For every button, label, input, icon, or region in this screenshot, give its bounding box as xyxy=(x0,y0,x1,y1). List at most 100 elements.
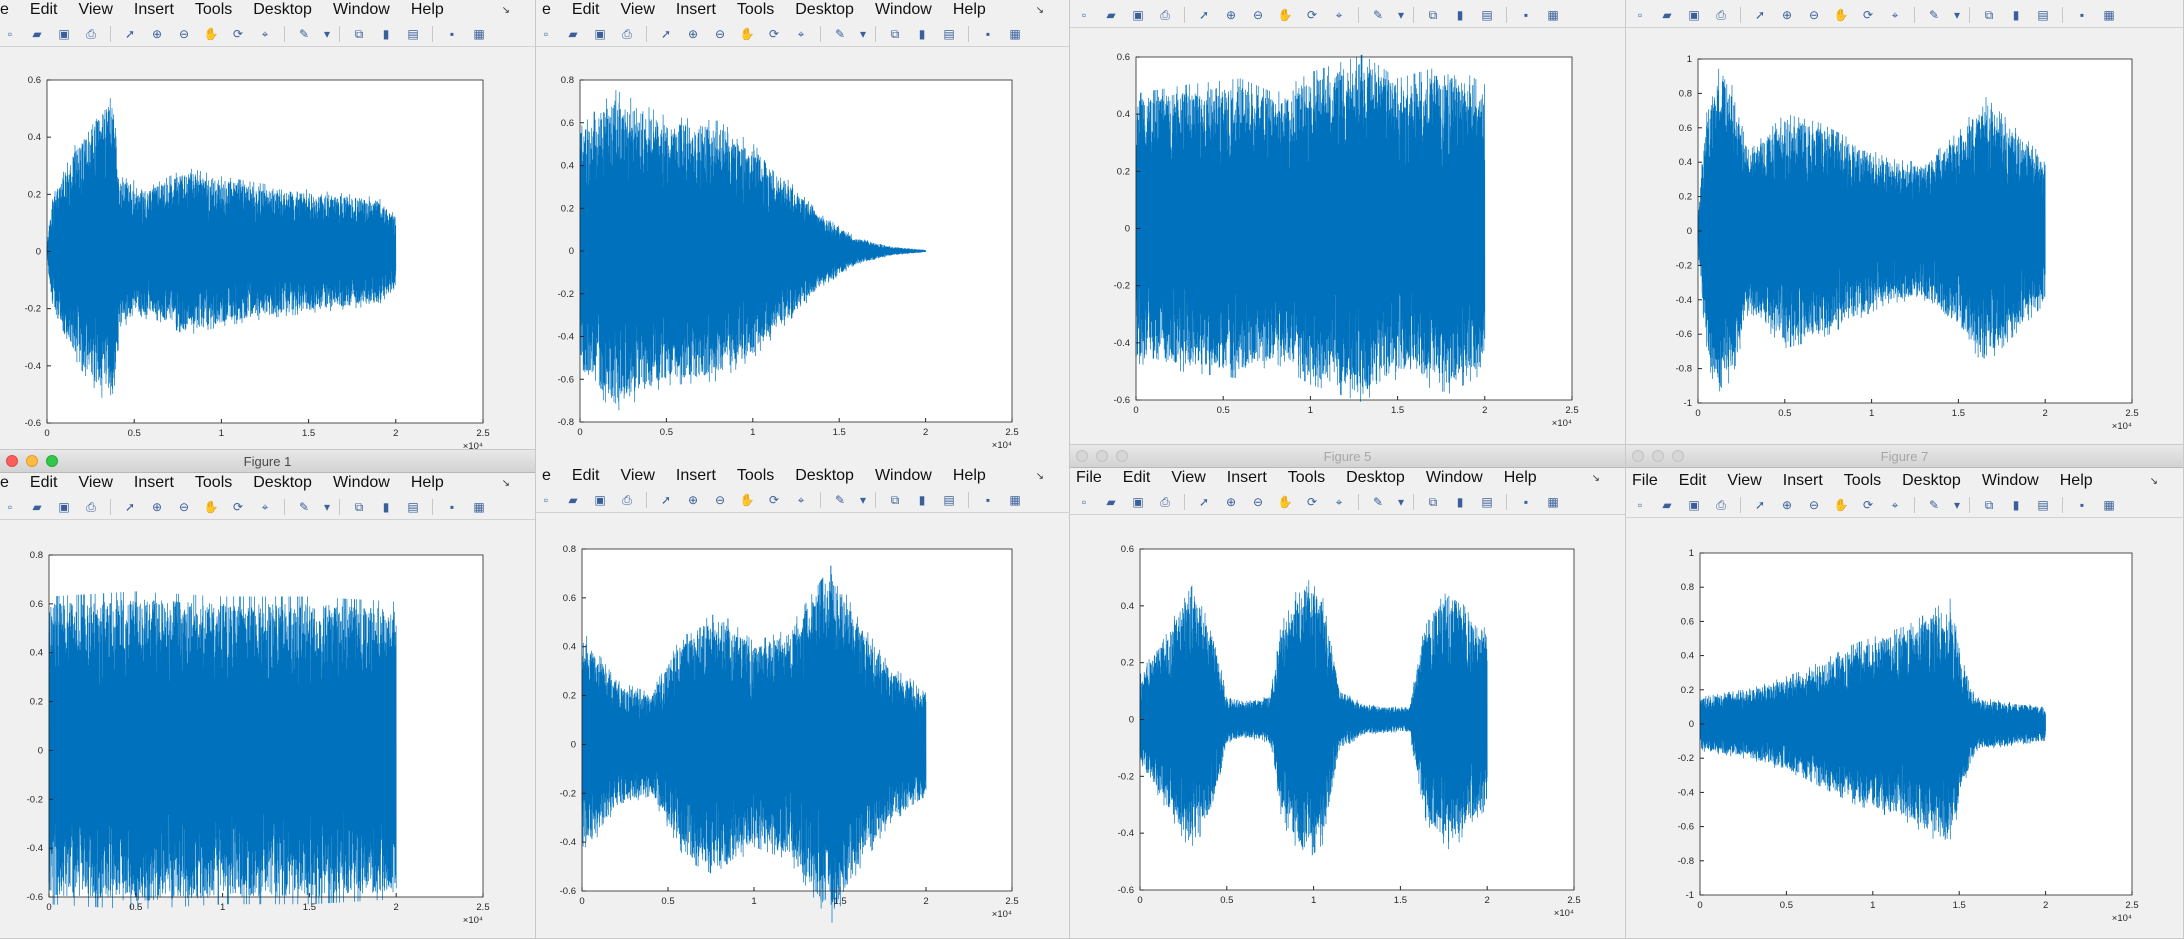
menu-insert[interactable]: Insert xyxy=(133,1,174,18)
link-plot-icon[interactable]: ⧉ xyxy=(354,499,364,514)
link-plot-icon[interactable]: ⧉ xyxy=(1984,7,1994,22)
rotate-icon[interactable]: ⟳ xyxy=(232,500,244,514)
menu-desktop[interactable]: Desktop xyxy=(253,1,312,18)
hide-plot-tools-icon[interactable]: ▪ xyxy=(1523,8,1529,22)
brush-dropdown-icon[interactable]: ▾ xyxy=(1397,495,1405,509)
print-icon[interactable]: ⎙ xyxy=(1716,7,1726,22)
figure-window-1[interactable]: e Edit View Insert Tools Desktop Window Help ↘ ▫ ▰… xyxy=(0,0,536,450)
zoom-out-icon[interactable]: ⊖ xyxy=(714,27,726,41)
rotate-icon[interactable]: ⟳ xyxy=(1862,8,1874,22)
rotate-icon[interactable]: ⟳ xyxy=(1862,498,1874,512)
menu-edit[interactable]: Edit xyxy=(1678,472,1707,489)
dock-arrow-icon[interactable]: ↘ xyxy=(2149,475,2158,487)
menu-tools[interactable]: Tools xyxy=(736,1,775,18)
figure-window-2[interactable]: e Edit View Insert Tools Desktop Window Help ↘ ▫ ▰… xyxy=(536,0,1070,470)
save-icon[interactable]: ▣ xyxy=(58,500,70,514)
menu-file[interactable]: File xyxy=(1076,469,1102,486)
show-plot-tools-icon[interactable]: ▦ xyxy=(2103,8,2115,22)
rotate-icon[interactable]: ⟳ xyxy=(768,493,780,507)
link-plot-icon[interactable]: ⧉ xyxy=(1428,494,1438,509)
save-icon[interactable]: ▣ xyxy=(594,493,606,507)
print-icon[interactable]: ⎙ xyxy=(1160,7,1170,22)
menu-file[interactable]: e xyxy=(542,1,551,18)
legend-icon[interactable]: ▤ xyxy=(1481,495,1493,509)
print-icon[interactable]: ⎙ xyxy=(622,26,632,41)
pan-icon[interactable]: ✋ xyxy=(1277,495,1293,509)
menu-help[interactable]: Help xyxy=(410,1,444,18)
menu-insert[interactable]: Insert xyxy=(675,1,716,18)
menu-desktop[interactable]: Desktop xyxy=(1346,469,1405,486)
zoom-out-icon[interactable]: ⊖ xyxy=(1252,495,1264,509)
menu-tools[interactable]: Tools xyxy=(1287,469,1326,486)
pan-icon[interactable]: ✋ xyxy=(1833,8,1849,22)
pan-icon[interactable]: ✋ xyxy=(203,27,219,41)
pointer-icon[interactable]: ➚ xyxy=(1198,8,1210,22)
title-bar[interactable]: Figure 5 xyxy=(1070,445,1625,468)
legend-icon[interactable]: ▤ xyxy=(2037,8,2049,22)
zoom-in-icon[interactable]: ⊕ xyxy=(1225,495,1237,509)
minimize-button[interactable] xyxy=(1652,450,1664,462)
zoom-in-icon[interactable]: ⊕ xyxy=(151,27,163,41)
data-cursor-icon[interactable]: ⌖ xyxy=(1335,494,1343,509)
colorbar-icon[interactable]: ▮ xyxy=(2012,498,2020,512)
legend-icon[interactable]: ▤ xyxy=(407,27,419,41)
print-icon[interactable]: ⎙ xyxy=(1716,497,1726,512)
menu-view[interactable]: View xyxy=(1171,469,1206,486)
open-file-icon[interactable]: ▰ xyxy=(1106,495,1116,509)
zoom-out-icon[interactable]: ⊖ xyxy=(1808,8,1820,22)
open-file-icon[interactable]: ▰ xyxy=(1662,498,1672,512)
zoom-out-icon[interactable]: ⊖ xyxy=(178,27,190,41)
dock-arrow-icon[interactable]: ↘ xyxy=(1035,4,1044,16)
hide-plot-tools-icon[interactable]: ▪ xyxy=(985,27,991,41)
dock-arrow-icon[interactable]: ↘ xyxy=(501,4,510,16)
zoom-in-icon[interactable]: ⊕ xyxy=(1781,8,1793,22)
print-icon[interactable]: ⎙ xyxy=(1160,494,1170,509)
colorbar-icon[interactable]: ▮ xyxy=(382,500,390,514)
menu-insert[interactable]: Insert xyxy=(1226,469,1267,486)
dock-arrow-icon[interactable]: ↘ xyxy=(501,477,510,489)
brush-icon[interactable]: ✎ xyxy=(834,493,846,507)
legend-icon[interactable]: ▤ xyxy=(943,493,955,507)
figure-window-8[interactable]: Figure 7 File Edit View Insert Tools Desktop Wi… xyxy=(1626,445,2184,939)
menu-file[interactable]: File xyxy=(1632,472,1658,489)
show-plot-tools-icon[interactable]: ▦ xyxy=(1009,27,1021,41)
brush-dropdown-icon[interactable]: ▾ xyxy=(1397,8,1405,22)
legend-icon[interactable]: ▤ xyxy=(407,500,419,514)
menu-desktop[interactable]: Desktop xyxy=(795,1,854,18)
menu-window[interactable]: Window xyxy=(874,467,932,484)
menu-view[interactable]: View xyxy=(620,467,655,484)
figure-window-4[interactable]: ▫ ▰ ▣ ⎙ ➚ ⊕ ⊖ ✋ ⟳ ⌖ ✎ ▾ ⧉ ▮ ▤ ▪ ▦ 0 0.5 1 1.5 2 2.5 -1 -0.8 -0.6 -… xyxy=(1626,0,2184,445)
zoom-out-icon[interactable]: ⊖ xyxy=(1252,8,1264,22)
menu-edit[interactable]: Edit xyxy=(29,1,58,18)
pan-icon[interactable]: ✋ xyxy=(203,500,219,514)
new-figure-icon[interactable]: ▫ xyxy=(543,27,549,41)
show-plot-tools-icon[interactable]: ▦ xyxy=(1547,8,1559,22)
data-cursor-icon[interactable]: ⌖ xyxy=(1335,7,1343,22)
menu-tools[interactable]: Tools xyxy=(194,1,233,18)
data-cursor-icon[interactable]: ⌖ xyxy=(1891,497,1899,512)
zoom-in-icon[interactable]: ⊕ xyxy=(1781,498,1793,512)
brush-icon[interactable]: ✎ xyxy=(834,27,846,41)
brush-dropdown-icon[interactable]: ▾ xyxy=(1953,8,1961,22)
brush-icon[interactable]: ✎ xyxy=(1372,495,1384,509)
rotate-icon[interactable]: ⟳ xyxy=(232,27,244,41)
print-icon[interactable]: ⎙ xyxy=(86,499,96,514)
menu-window[interactable]: Window xyxy=(874,1,932,18)
save-icon[interactable]: ▣ xyxy=(1688,498,1700,512)
figure-window-6[interactable]: e Edit View Insert Tools Desktop Window Help ↘ ▫ ▰… xyxy=(536,450,1070,939)
legend-icon[interactable]: ▤ xyxy=(2037,498,2049,512)
zoom-button[interactable] xyxy=(1116,450,1128,462)
link-plot-icon[interactable]: ⧉ xyxy=(890,26,900,41)
menu-desktop[interactable]: Desktop xyxy=(795,467,854,484)
link-plot-icon[interactable]: ⧉ xyxy=(890,492,900,507)
menu-view[interactable]: View xyxy=(1727,472,1762,489)
open-file-icon[interactable]: ▰ xyxy=(32,27,42,41)
figure-window-3[interactable]: ▫ ▰ ▣ ⎙ ➚ ⊕ ⊖ ✋ ⟳ ⌖ ✎ ▾ ⧉ ▮ ▤ ▪ ▦ 0 0.5 1 1.5 2 2.5 -0.6 -0.4 -0.… xyxy=(1070,0,1626,445)
open-file-icon[interactable]: ▰ xyxy=(568,27,578,41)
pan-icon[interactable]: ✋ xyxy=(739,27,755,41)
link-plot-icon[interactable]: ⧉ xyxy=(354,26,364,41)
pan-icon[interactable]: ✋ xyxy=(739,493,755,507)
new-figure-icon[interactable]: ▫ xyxy=(1637,498,1643,512)
open-file-icon[interactable]: ▰ xyxy=(1662,8,1672,22)
menu-file[interactable]: e xyxy=(542,467,551,484)
